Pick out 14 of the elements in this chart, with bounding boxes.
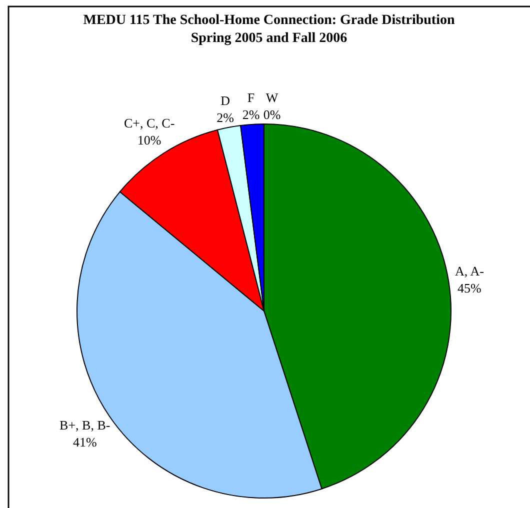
data-label: 10% (137, 132, 162, 148)
slice-label: D (220, 93, 230, 108)
data-label: 45% (458, 280, 482, 296)
data-label: 2% (216, 110, 234, 126)
chart-subtitle: Spring 2005 and Fall 2006 (190, 31, 348, 46)
data-label: 2% (242, 107, 260, 122)
slice-label: B+, B, B- (60, 418, 110, 433)
slice-label: C+, C, C- (124, 115, 175, 130)
category-label: W (266, 90, 278, 105)
slice-label: F (247, 90, 255, 106)
slice-label: A, A- (455, 263, 484, 278)
text: 0% (263, 107, 281, 122)
data-label: 41% (72, 434, 97, 450)
chart-title: MEDU 115 The School-Home Connection: Grade Distribution (83, 13, 455, 28)
